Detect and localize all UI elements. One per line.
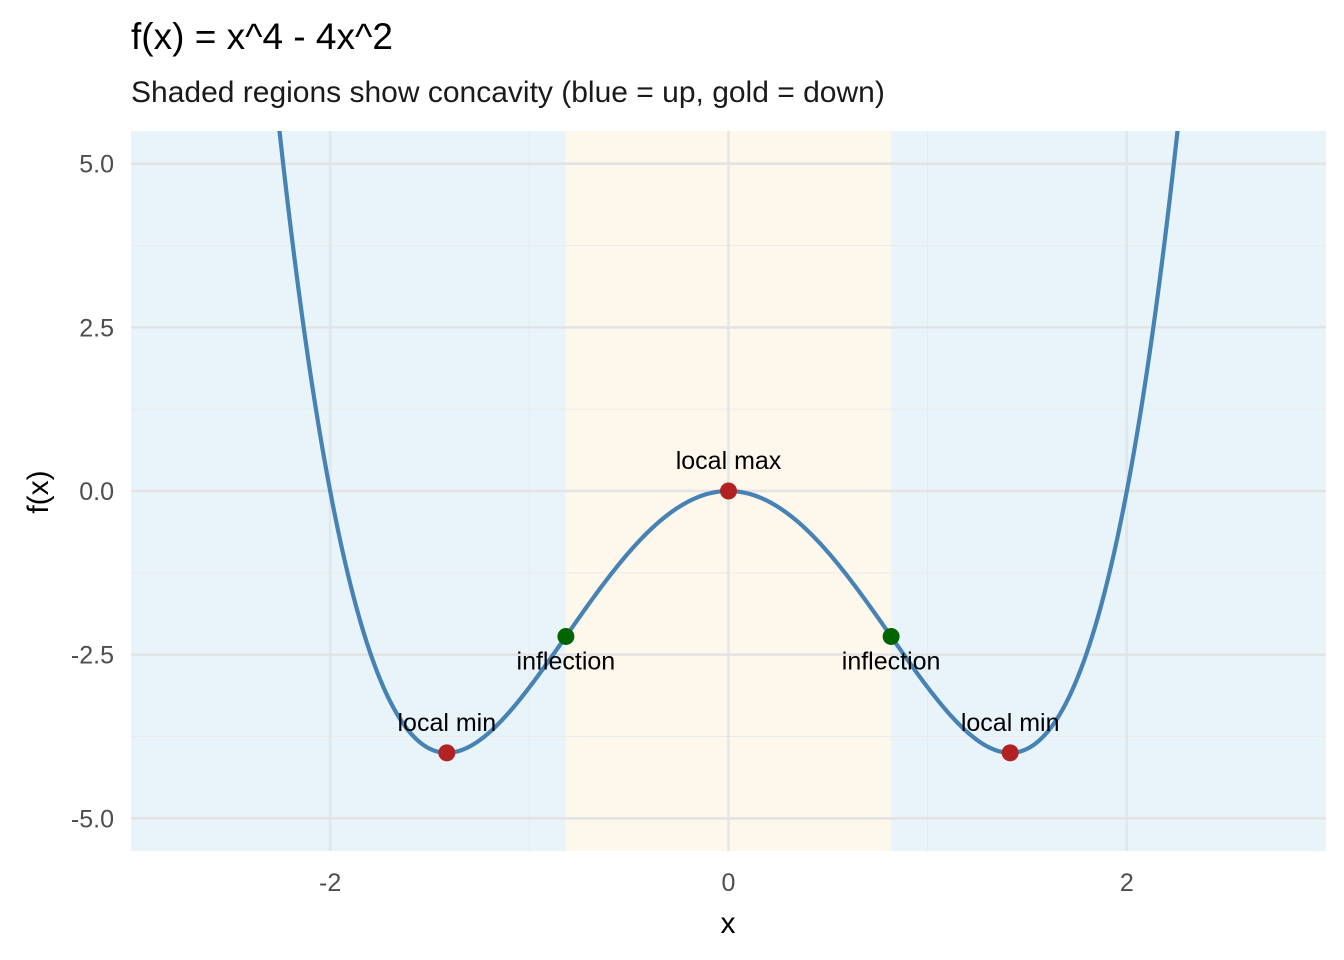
- y-tick-label: 0.0: [79, 478, 114, 506]
- x-tick-label: 2: [1120, 869, 1134, 897]
- y-tick-label: -5.0: [71, 805, 114, 833]
- chart-title: f(x) = x^4 - 4x^2: [131, 16, 393, 57]
- local-min-point: [438, 744, 456, 762]
- inflection-label: inflection: [842, 647, 941, 675]
- inflection-point: [557, 627, 575, 645]
- inflection-label: inflection: [517, 647, 616, 675]
- y-tick-label: 2.5: [79, 314, 114, 342]
- y-tick-label: -2.5: [71, 642, 114, 670]
- inflection-point: [882, 627, 900, 645]
- y-tick-label: 5.0: [79, 151, 114, 179]
- x-tick-label: 0: [722, 869, 736, 897]
- local-min-label: local min: [398, 709, 497, 737]
- chart-subtitle: Shaded regions show concavity (blue = up…: [131, 76, 885, 109]
- critical-points: [438, 482, 1019, 762]
- y-tick-labels: -5.0 -2.5 0.0 2.5 5.0: [71, 151, 114, 834]
- y-axis-title: f(x): [22, 470, 55, 513]
- local-min-point: [1001, 744, 1019, 762]
- local-max-label: local max: [676, 447, 782, 475]
- point-annotations: local min inflection local max inflection lo…: [398, 447, 1060, 737]
- x-axis-title: x: [721, 907, 736, 940]
- x-tick-label: -2: [319, 869, 341, 897]
- local-min-label: local min: [961, 709, 1060, 737]
- x-tick-labels: -2 0 2: [319, 869, 1134, 897]
- local-max-point: [720, 482, 737, 500]
